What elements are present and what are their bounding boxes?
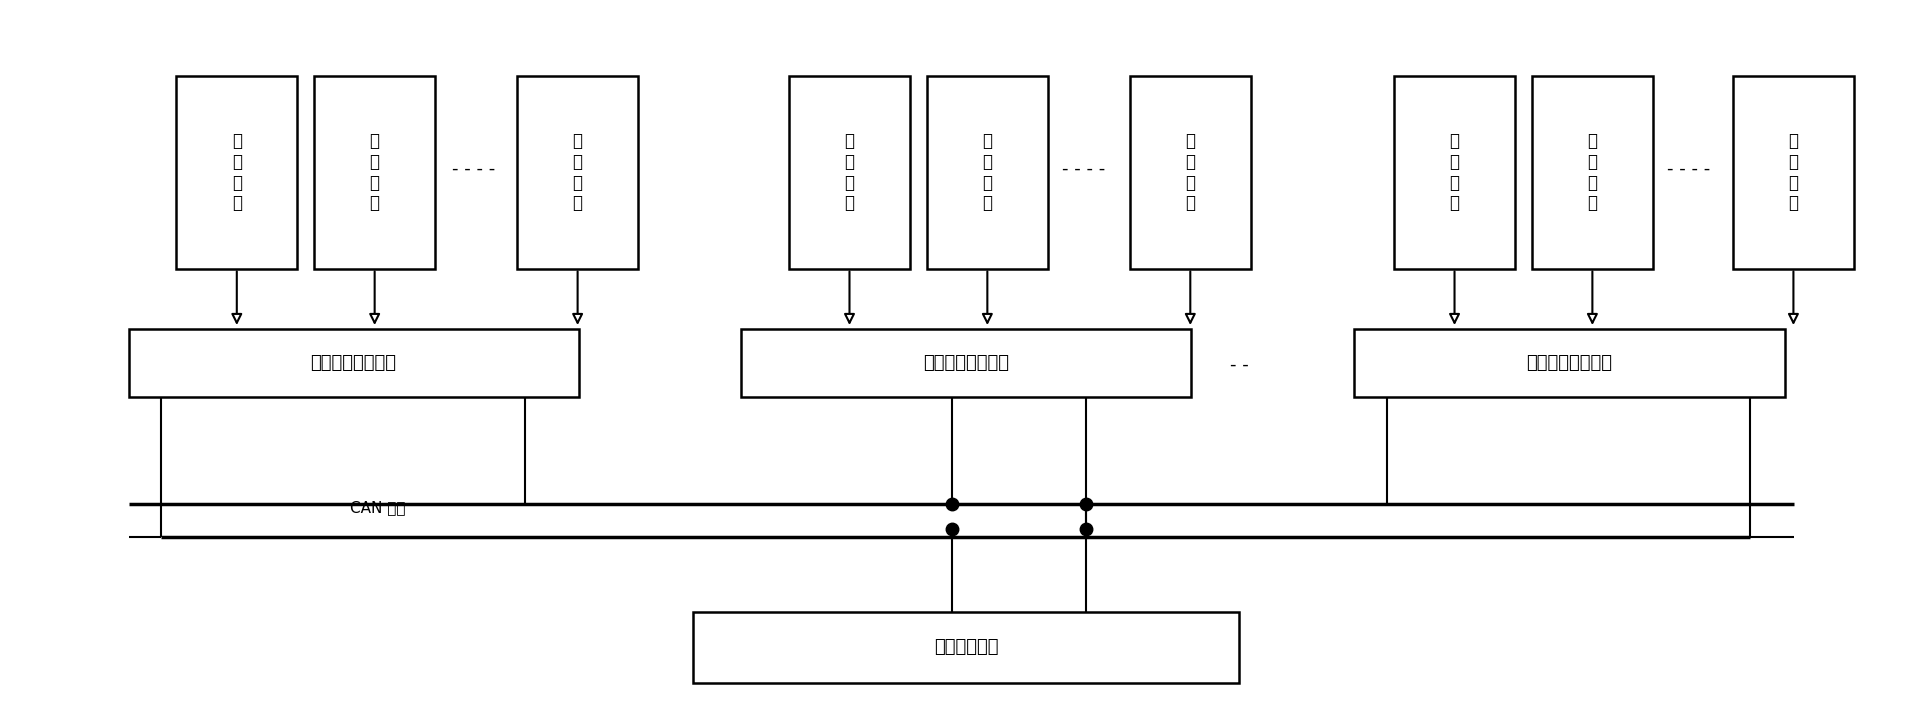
Text: - -: - - <box>1229 356 1248 374</box>
Text: 电
池
模
块: 电 池 模 块 <box>1185 132 1196 213</box>
Text: 远程数据采集单元: 远程数据采集单元 <box>923 354 1010 372</box>
Bar <box>1394 76 1515 268</box>
Text: 电
池
模
块: 电 池 模 块 <box>233 132 242 213</box>
Bar <box>1131 76 1250 268</box>
Text: - - - -: - - - - <box>452 160 494 178</box>
Text: 电
池
模
块: 电 池 模 块 <box>369 132 379 213</box>
Bar <box>1533 76 1652 268</box>
Bar <box>1733 76 1854 268</box>
Text: 电
池
模
块: 电 池 模 块 <box>983 132 992 213</box>
Text: 远程数据采集单元: 远程数据采集单元 <box>1527 354 1611 372</box>
Bar <box>313 76 435 268</box>
Bar <box>694 612 1238 683</box>
Text: 电
池
模
块: 电 池 模 块 <box>1788 132 1798 213</box>
Bar <box>788 76 910 268</box>
Bar <box>129 330 579 397</box>
Text: 电
池
模
块: 电 池 模 块 <box>573 132 583 213</box>
Bar <box>927 76 1048 268</box>
Text: 电
池
模
块: 电 池 模 块 <box>1586 132 1598 213</box>
Text: 电池管理模块: 电池管理模块 <box>935 638 998 656</box>
Text: - - - -: - - - - <box>1061 160 1106 178</box>
Bar <box>1354 330 1785 397</box>
Text: 电
池
模
块: 电 池 模 块 <box>844 132 854 213</box>
Bar <box>740 330 1190 397</box>
Text: - - - -: - - - - <box>1667 160 1711 178</box>
Bar <box>517 76 638 268</box>
Text: 电
池
模
块: 电 池 模 块 <box>1450 132 1460 213</box>
Text: 远程数据采集单元: 远程数据采集单元 <box>312 354 396 372</box>
Bar <box>177 76 298 268</box>
Text: CAN 总线: CAN 总线 <box>350 500 406 515</box>
